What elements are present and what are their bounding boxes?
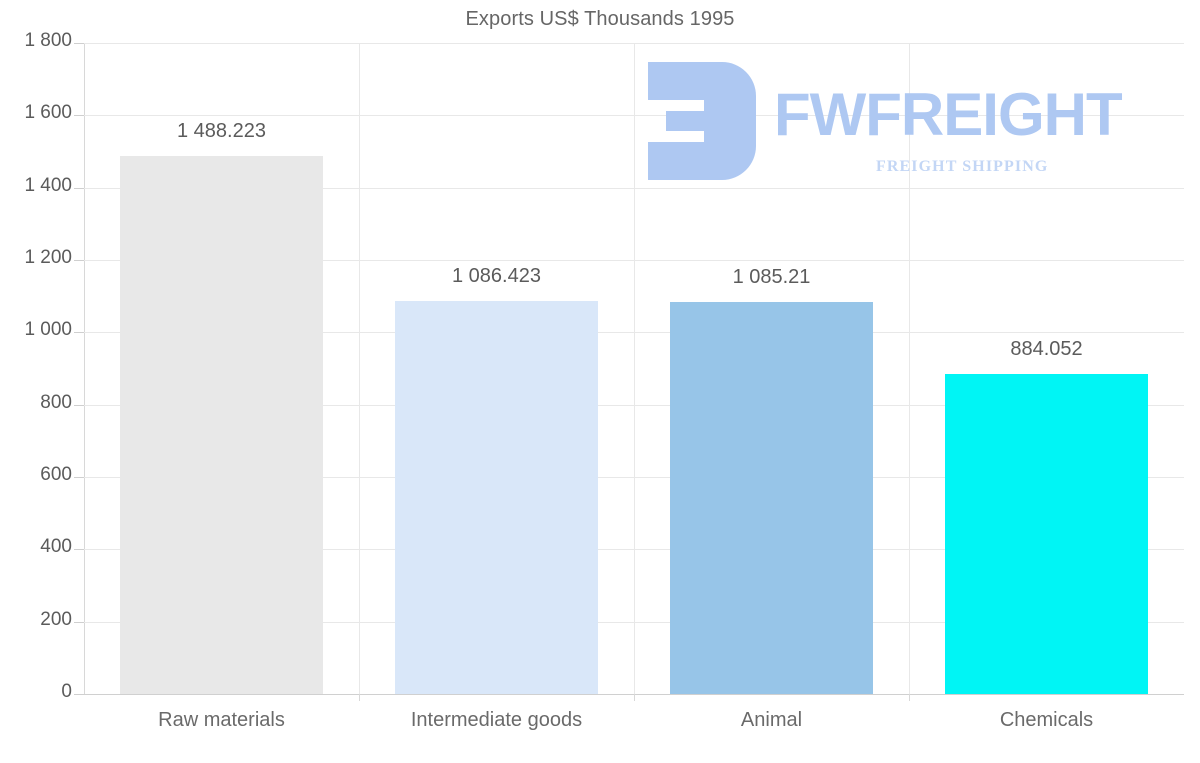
y-axis-tick-label: 1 400: [24, 174, 72, 196]
x-axis-category-label: Intermediate goods: [410, 709, 583, 731]
bar-value-label: 884.052: [1010, 338, 1083, 361]
x-axis-category-label: Animal: [740, 709, 803, 731]
y-axis-tick-mark: [74, 43, 84, 44]
y-axis-tick-label: 600: [40, 464, 72, 485]
bar[interactable]: [945, 374, 1148, 694]
y-axis-tick-mark: [74, 187, 84, 189]
plot-area: [84, 43, 1184, 695]
bar-value-label: 1 488.223: [177, 119, 266, 142]
y-axis-tick-mark: [74, 404, 84, 406]
y-axis-tick-mark: [74, 332, 84, 334]
bar-value-label: 1 085.21: [732, 265, 811, 288]
x-axis-tick-mark: [359, 694, 360, 701]
y-axis-tick-label: 1 000: [24, 319, 72, 341]
bar[interactable]: [670, 301, 873, 694]
y-axis-tick-mark: [74, 477, 84, 478]
x-axis-tick-mark: [634, 694, 635, 701]
gridline-vertical: [634, 43, 635, 694]
x-axis-tick-mark: [909, 694, 910, 701]
bar[interactable]: [120, 155, 323, 694]
y-axis-tick-mark: [74, 260, 84, 261]
y-axis-tick-label: 1 200: [24, 247, 72, 268]
gridline-vertical: [909, 43, 910, 694]
y-axis-line: [84, 43, 85, 695]
y-axis-tick-label: 400: [40, 536, 72, 558]
y-axis-tick-mark: [74, 549, 84, 551]
y-axis-tick-label: 200: [40, 608, 72, 630]
chart-title: Exports US$ Thousands 1995: [465, 8, 735, 30]
gridline-vertical: [359, 43, 360, 694]
y-axis-tick-label: 1 600: [24, 102, 72, 124]
y-axis-tick-mark: [74, 694, 84, 695]
y-axis-tick-mark: [74, 621, 84, 623]
y-axis-tick-label: 1 800: [24, 30, 72, 51]
y-axis-tick-label: 800: [40, 391, 72, 413]
x-axis-category-label: Chemicals: [999, 709, 1094, 731]
bar-value-label: 1 086.423: [452, 265, 541, 288]
bar[interactable]: [395, 301, 598, 694]
x-axis-category-label: Raw materials: [158, 709, 285, 731]
y-axis-tick-label: 0: [61, 681, 72, 702]
y-axis-tick-mark: [74, 115, 84, 117]
